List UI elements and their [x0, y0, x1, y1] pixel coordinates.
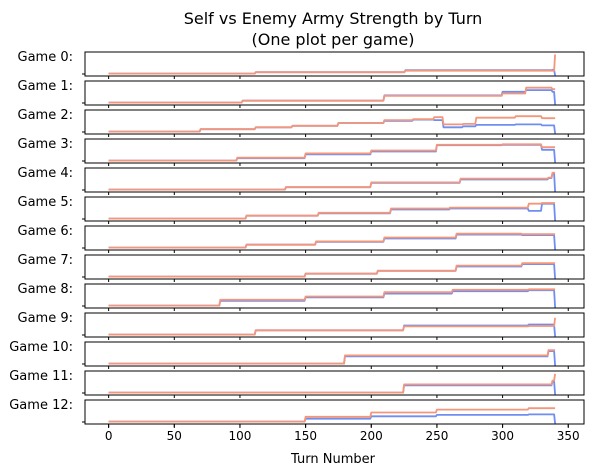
- game-label: Game 0:: [18, 50, 74, 65]
- game-label: Game 2:: [18, 108, 74, 123]
- x-tick-label: 150: [294, 429, 317, 443]
- subplot-frame: [85, 400, 584, 424]
- subplot-frame: [85, 371, 584, 395]
- x-tick-label: 0: [105, 429, 113, 443]
- game-label: Game 3:: [18, 137, 74, 152]
- series-enemy-line: [109, 54, 555, 73]
- game-label: Game 8:: [18, 282, 74, 297]
- subplot-game-0: Game 0:: [18, 50, 585, 79]
- series-enemy-line: [109, 203, 555, 219]
- subplot-game-1: Game 1:: [18, 79, 585, 108]
- game-label: Game 5:: [18, 195, 74, 210]
- game-label: Game 12:: [9, 398, 73, 413]
- series-enemy-line: [109, 234, 555, 248]
- subplot-game-8: Game 8:: [18, 282, 585, 311]
- x-axis: 0 50 100 150 200 250 300 350: [105, 424, 580, 443]
- x-axis-label: Turn Number: [290, 452, 376, 467]
- subplot-game-7: Game 7:: [18, 253, 585, 282]
- game-label: Game 9:: [18, 311, 74, 326]
- subplot-game-10: Game 10:: [9, 340, 584, 369]
- subplots: Game 0: Game 1: Game 2: Game 3: Game 4: Game …: [9, 50, 584, 427]
- game-label: Game 1:: [18, 79, 74, 94]
- subplot-frame: [85, 226, 584, 250]
- subplot-game-9: Game 9:: [18, 311, 585, 340]
- subplot-game-12: Game 12:: [9, 398, 584, 427]
- x-tick-label: 250: [425, 429, 448, 443]
- subplot-frame: [85, 139, 584, 163]
- x-tick-label: 100: [228, 429, 251, 443]
- series-enemy-line: [109, 144, 555, 160]
- chart-title-line2: (One plot per game): [252, 30, 415, 49]
- series-enemy-line: [109, 263, 555, 276]
- subplot-game-11: Game 11:: [9, 369, 584, 398]
- subplot-game-6: Game 6:: [18, 224, 585, 253]
- subplot-frame: [85, 342, 584, 366]
- chart-title-line1: Self vs Enemy Army Strength by Turn: [184, 9, 483, 28]
- series-enemy-line: [109, 318, 555, 335]
- subplot-frame: [85, 110, 584, 134]
- x-tick-label: 350: [557, 429, 580, 443]
- series-enemy-line: [109, 88, 555, 103]
- game-label: Game 6:: [18, 224, 74, 239]
- subplot-game-2: Game 2:: [18, 108, 585, 137]
- game-label: Game 4:: [18, 166, 74, 181]
- game-label: Game 10:: [9, 340, 73, 355]
- game-label: Game 7:: [18, 253, 74, 268]
- game-label: Game 11:: [9, 369, 73, 384]
- x-tick-label: 200: [360, 429, 383, 443]
- x-tick-label: 300: [491, 429, 514, 443]
- subplot-game-4: Game 4:: [18, 166, 585, 195]
- series-enemy-line: [109, 116, 555, 131]
- series-enemy-line: [109, 374, 555, 393]
- subplot-game-3: Game 3:: [18, 137, 585, 166]
- x-tick-label: 50: [167, 429, 182, 443]
- subplot-game-5: Game 5:: [18, 195, 585, 224]
- series-enemy-line: [109, 173, 555, 190]
